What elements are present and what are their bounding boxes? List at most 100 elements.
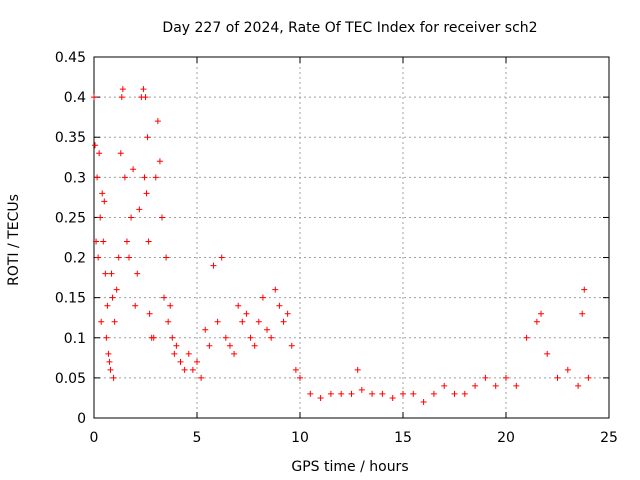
y-tick-label: 0.1 — [64, 331, 86, 347]
data-point — [585, 374, 592, 381]
data-point — [226, 342, 233, 349]
data-point — [430, 390, 437, 397]
data-point — [99, 190, 106, 197]
data-point — [410, 390, 417, 397]
y-tick-label: 0.05 — [55, 371, 86, 387]
y-tick-label: 0.15 — [55, 291, 86, 307]
y-tick-label: 0.45 — [55, 50, 86, 66]
data-point — [95, 254, 102, 261]
data-point — [107, 366, 114, 373]
data-point — [111, 318, 118, 325]
data-point — [307, 390, 314, 397]
x-tick-label: 25 — [600, 430, 618, 446]
data-point — [117, 150, 124, 157]
data-point — [128, 214, 135, 221]
y-tick-label: 0.4 — [64, 90, 86, 106]
data-point — [354, 366, 361, 373]
data-point — [461, 390, 468, 397]
data-point — [222, 334, 229, 341]
data-point — [369, 390, 376, 397]
data-point — [113, 286, 120, 293]
data-point — [185, 350, 192, 357]
plot-frame — [93, 56, 610, 419]
data-point — [98, 318, 105, 325]
data-point — [288, 342, 295, 349]
data-point — [420, 398, 427, 405]
data-point — [389, 394, 396, 401]
data-point — [538, 310, 545, 317]
x-tick-label: 10 — [291, 430, 309, 446]
data-point — [93, 238, 100, 245]
data-point — [136, 206, 143, 213]
data-point — [231, 350, 238, 357]
data-point — [251, 342, 258, 349]
data-point — [239, 318, 246, 325]
data-point — [272, 286, 279, 293]
data-point — [121, 174, 128, 181]
axis-ticks: 0 5 10 15 20 25 0 0.05 0.1 0.15 0.2 0.25 0.3 0.35 0.4 0… — [55, 50, 618, 446]
data-point — [92, 142, 99, 149]
data-point — [214, 318, 221, 325]
data-point — [202, 326, 209, 333]
data-point — [247, 334, 254, 341]
data-point — [268, 334, 275, 341]
data-point — [472, 382, 479, 389]
data-point — [218, 254, 225, 261]
data-point — [108, 270, 115, 277]
data-point — [177, 358, 184, 365]
data-point — [161, 294, 168, 301]
data-point — [110, 374, 117, 381]
data-point — [144, 134, 151, 141]
data-point — [106, 358, 113, 365]
data-point — [189, 366, 196, 373]
data-point — [379, 390, 386, 397]
data-point — [280, 318, 287, 325]
data-point — [503, 374, 509, 381]
data-point — [104, 302, 111, 309]
data-point — [533, 318, 540, 325]
data-point — [145, 238, 152, 245]
data-point — [130, 166, 137, 173]
x-tick-label: 5 — [193, 430, 202, 446]
data-point — [150, 334, 157, 341]
y-axis-label: ROTI / TECUs — [6, 194, 22, 286]
data-point — [194, 358, 200, 365]
data-point — [575, 382, 582, 389]
x-tick-label: 0 — [90, 430, 99, 446]
data-point — [115, 254, 122, 261]
data-point — [100, 238, 107, 245]
y-tick-label: 0.2 — [64, 251, 86, 267]
data-point — [276, 302, 283, 309]
y-tick-label: 0.25 — [55, 210, 86, 226]
data-point — [158, 214, 165, 221]
data-point — [146, 310, 153, 317]
data-point — [579, 310, 586, 317]
data-point — [105, 350, 112, 357]
x-axis-label: GPS time / hours — [291, 459, 408, 475]
data-point — [119, 86, 126, 93]
data-point — [96, 150, 103, 157]
data-point — [243, 310, 250, 317]
data-point — [284, 310, 291, 317]
data-point — [163, 254, 170, 261]
data-point — [523, 334, 530, 341]
data-point — [142, 94, 149, 101]
data-point — [152, 174, 159, 181]
data-point — [101, 198, 108, 205]
gridlines — [94, 57, 609, 418]
data-point — [109, 294, 116, 301]
data-point — [173, 342, 180, 349]
data-point — [171, 350, 178, 357]
data-point — [327, 390, 334, 397]
data-point — [206, 342, 213, 349]
x-tick-label: 20 — [497, 430, 515, 446]
chart-title: Day 227 of 2024, Rate Of TEC Index for r… — [162, 20, 537, 36]
data-point — [134, 270, 141, 277]
data-point — [581, 286, 588, 293]
data-point — [564, 366, 571, 373]
data-point — [441, 382, 448, 389]
data-point — [94, 174, 101, 181]
x-tick-label: 15 — [394, 430, 412, 446]
data-point — [544, 350, 551, 357]
